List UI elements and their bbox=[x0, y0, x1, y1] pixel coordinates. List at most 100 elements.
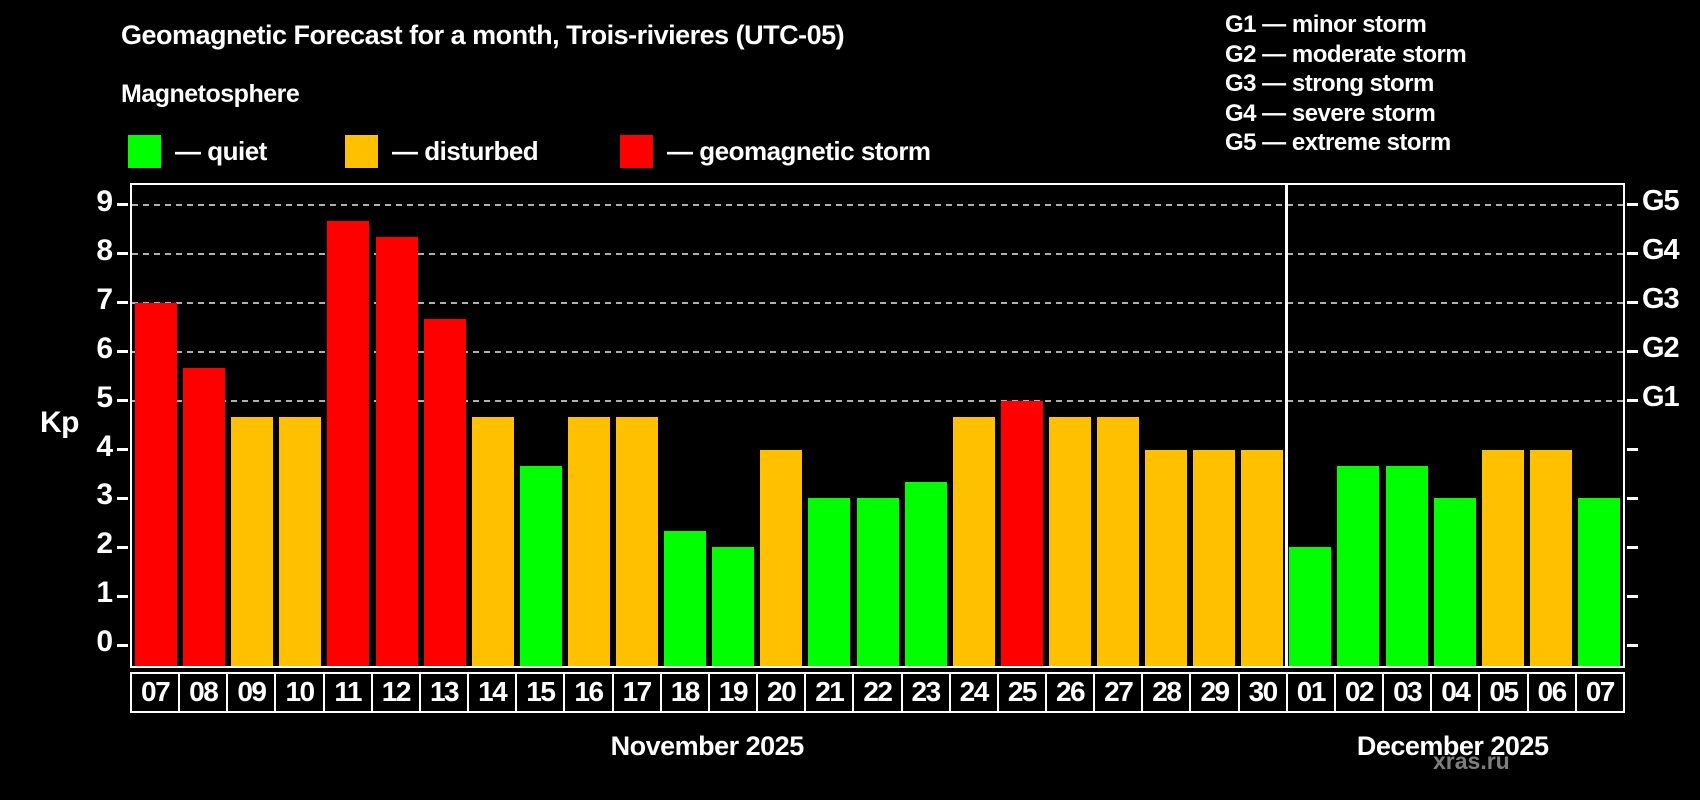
kp-bar-day-11 bbox=[327, 220, 370, 666]
month-label: December 2025 bbox=[1356, 731, 1549, 761]
kp-bar-day-26 bbox=[1048, 416, 1091, 666]
g-axis-label-g2: G2 bbox=[1642, 331, 1680, 364]
kp-axis-title: Kp bbox=[40, 406, 80, 439]
day-label: 13 bbox=[418, 674, 467, 711]
gridline-kp-9 bbox=[132, 203, 1623, 206]
kp-bar-day-15 bbox=[519, 465, 562, 666]
kp-bar-day-09 bbox=[231, 416, 274, 666]
day-label: 01 bbox=[1285, 674, 1334, 711]
page-title: Geomagnetic Forecast for a month, Trois-… bbox=[121, 20, 845, 50]
day-label: 07 bbox=[141, 676, 171, 707]
kp-bar-day-02 bbox=[1337, 465, 1380, 666]
gridline-kp-6 bbox=[132, 350, 1623, 353]
y-tick-left-8 bbox=[117, 252, 128, 256]
day-label: 08 bbox=[178, 674, 226, 711]
kp-bar-day-18 bbox=[664, 531, 707, 666]
kp-bar-day-06 bbox=[1529, 449, 1572, 666]
day-label: 03 bbox=[1382, 674, 1430, 711]
storm-scale-item-g4: G4 — severe storm bbox=[1225, 99, 1436, 127]
y-tick-right-9 bbox=[1627, 203, 1638, 207]
kp-bar-day-20 bbox=[760, 449, 803, 666]
y-tick-right-7 bbox=[1627, 301, 1638, 305]
y-axis-label-9: 9 bbox=[96, 184, 113, 218]
kp-bar-day-05 bbox=[1481, 449, 1524, 666]
y-tick-left-4 bbox=[117, 448, 128, 451]
y-tick-right-2 bbox=[1627, 545, 1638, 549]
day-label: 20 bbox=[756, 674, 804, 711]
day-axis: 07 08 09 10 11 12 13 14 15 16 17 18 19 20 21 22 23 24 25 26… bbox=[130, 672, 1625, 713]
g-axis-label-g1: G1 bbox=[1642, 380, 1680, 413]
y-tick-left-7 bbox=[117, 301, 128, 305]
day-label: 04 bbox=[1430, 674, 1478, 711]
gridline-kp-7 bbox=[132, 301, 1623, 304]
y-tick-left-5 bbox=[117, 399, 128, 403]
gridline-kp-8 bbox=[132, 252, 1623, 255]
storm-scale-item-g2: G2 — moderate storm bbox=[1225, 40, 1467, 68]
kp-bar-day-23 bbox=[904, 482, 947, 666]
kp-chart: 0 1 2 3 4 5 6 7 8 9 G1 G2 G3 G4 G5 bbox=[96, 183, 1680, 668]
day-label: 06 bbox=[1526, 674, 1575, 711]
storm-scale-item-g3: G3 — strong storm bbox=[1225, 70, 1434, 98]
kp-bar-day-27 bbox=[1096, 416, 1139, 666]
kp-bar-day-07 bbox=[135, 302, 178, 666]
legend-label-disturbed: — disturbed bbox=[392, 135, 539, 166]
g-axis-label-g4: G4 bbox=[1642, 233, 1680, 266]
day-label: 22 bbox=[852, 674, 900, 711]
y-axis-label-3: 3 bbox=[96, 478, 113, 512]
legend-label-quiet: — quiet bbox=[175, 135, 267, 166]
day-label: 16 bbox=[563, 674, 611, 711]
kp-bar-day-01 bbox=[1289, 547, 1332, 666]
y-tick-left-6 bbox=[117, 350, 128, 354]
plot-area bbox=[130, 183, 1625, 668]
gridline-kp-5 bbox=[132, 399, 1623, 402]
y-axis-label-7: 7 bbox=[96, 282, 113, 316]
magnetosphere-subtitle: Magnetosphere bbox=[121, 80, 300, 108]
kp-bar-day-28 bbox=[1145, 449, 1188, 666]
legend-item-storm: — geomagnetic storm bbox=[620, 131, 931, 171]
storm-scale-item-g5: G5 — extreme storm bbox=[1225, 129, 1451, 157]
y-axis-label-4: 4 bbox=[96, 429, 113, 463]
day-label: 12 bbox=[370, 674, 419, 711]
y-tick-left-1 bbox=[117, 594, 128, 598]
legend-label-storm: — geomagnetic storm bbox=[667, 135, 931, 166]
kp-bar-day-17 bbox=[616, 416, 659, 666]
y-axis-label-6: 6 bbox=[96, 331, 113, 365]
y-axis-label-2: 2 bbox=[96, 527, 113, 561]
y-tick-right-1 bbox=[1627, 594, 1638, 598]
y-axis-label-8: 8 bbox=[96, 233, 113, 267]
day-label: 09 bbox=[226, 674, 274, 711]
day-label: 11 bbox=[322, 674, 371, 711]
y-tick-right-8 bbox=[1627, 252, 1638, 256]
y-tick-right-3 bbox=[1627, 496, 1638, 500]
day-label: 02 bbox=[1333, 674, 1382, 711]
kp-bar-day-10 bbox=[279, 416, 322, 666]
day-label: 25 bbox=[996, 674, 1045, 711]
day-label: 17 bbox=[611, 674, 660, 711]
day-label: 18 bbox=[659, 674, 708, 711]
y-axis-label-5: 5 bbox=[96, 380, 113, 414]
kp-bar-day-07 bbox=[1577, 498, 1620, 666]
day-label: 10 bbox=[274, 674, 322, 711]
y-tick-right-0 bbox=[1627, 643, 1638, 647]
y-tick-right-6 bbox=[1627, 350, 1638, 354]
y-tick-left-0 bbox=[117, 643, 128, 647]
storm-scale-legend: G1 — minor storm G2 — moderate storm G3 — … bbox=[1225, 10, 1467, 158]
day-label: 07 bbox=[1574, 674, 1623, 711]
month-separator bbox=[1284, 185, 1288, 666]
y-tick-left-2 bbox=[117, 545, 128, 549]
y-axis-label-0: 0 bbox=[96, 625, 113, 659]
day-label: 15 bbox=[515, 674, 563, 711]
kp-bar-day-12 bbox=[375, 237, 418, 666]
kp-bar-day-08 bbox=[183, 367, 226, 666]
y-tick-left-9 bbox=[117, 203, 128, 207]
kp-bar-day-16 bbox=[567, 416, 610, 666]
day-label: 05 bbox=[1478, 674, 1526, 711]
day-label: 14 bbox=[467, 674, 515, 711]
day-label: 30 bbox=[1237, 674, 1286, 711]
kp-bar-day-30 bbox=[1241, 449, 1284, 666]
day-label: 21 bbox=[804, 674, 852, 711]
kp-bar-day-03 bbox=[1385, 465, 1428, 666]
kp-bar-day-24 bbox=[952, 416, 995, 666]
legend-item-quiet: — quiet bbox=[128, 131, 267, 171]
day-label: 24 bbox=[948, 674, 997, 711]
